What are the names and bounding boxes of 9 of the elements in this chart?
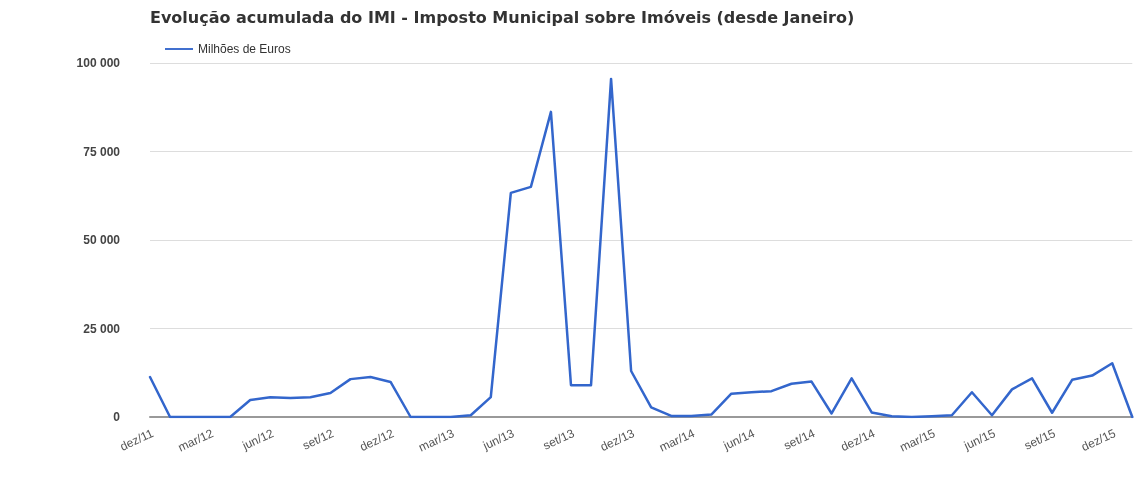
y-tick-label: 100 000 [76,56,121,70]
chart-title: Evolução acumulada do IMI - Imposto Municipal sobre Imóveis (desde Janeiro) [150,7,855,27]
line-series [148,77,1134,419]
y-tick-label: 0 [113,410,121,424]
x-tick-label: set/12 [300,425,337,453]
y-tick-label: 75 000 [83,144,121,159]
y-tick-label: 25 000 [83,321,121,336]
y-tick-label: 50 000 [83,233,121,247]
legend-label: Milhões de Euros [198,42,291,56]
